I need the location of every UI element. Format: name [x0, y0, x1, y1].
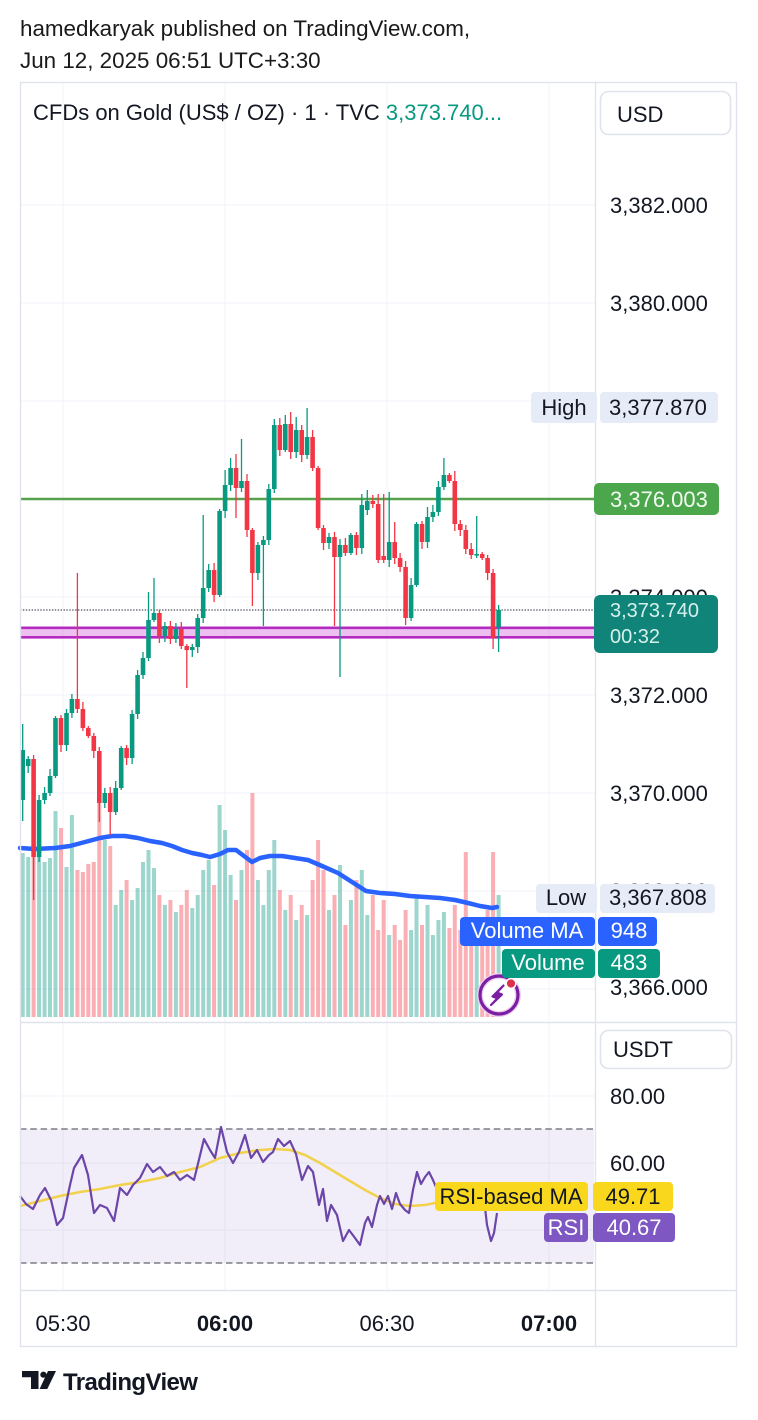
svg-text:TradingView: TradingView — [63, 1369, 198, 1396]
svg-text:3,370.000: 3,370.000 — [610, 781, 708, 806]
svg-text:USD: USD — [617, 102, 663, 127]
svg-text:06:30: 06:30 — [359, 1311, 414, 1336]
svg-text:RSI: RSI — [548, 1215, 585, 1240]
svg-text:00:32: 00:32 — [610, 626, 660, 648]
svg-text:hamedkaryak published on Tradi: hamedkaryak published on TradingView.com… — [20, 16, 470, 41]
svg-text:483: 483 — [611, 950, 648, 975]
svg-text:3,367.808: 3,367.808 — [609, 885, 707, 910]
svg-text:80.00: 80.00 — [610, 1084, 665, 1109]
svg-text:3,380.000: 3,380.000 — [610, 291, 708, 316]
svg-text:CFDs on Gold (US$ / OZ) · 1 ·: CFDs on Gold (US$ / OZ) · 1 · TVC 3,373.… — [33, 100, 502, 125]
svg-text:49.71: 49.71 — [605, 1184, 660, 1209]
svg-text:USDT: USDT — [613, 1037, 673, 1062]
svg-text:High: High — [541, 395, 586, 420]
svg-text:RSI-based MA: RSI-based MA — [439, 1184, 582, 1209]
svg-text:06:00: 06:00 — [197, 1311, 253, 1336]
svg-text:05:30: 05:30 — [35, 1311, 90, 1336]
svg-text:3,377.870: 3,377.870 — [609, 395, 707, 420]
svg-text:40.67: 40.67 — [606, 1215, 661, 1240]
svg-text:Jun 12, 2025 06:51 UTC+3:30: Jun 12, 2025 06:51 UTC+3:30 — [20, 48, 321, 73]
svg-text:3,376.003: 3,376.003 — [610, 487, 708, 512]
svg-text:07:00: 07:00 — [521, 1311, 577, 1336]
svg-text:60.00: 60.00 — [610, 1151, 665, 1176]
svg-text:3,372.000: 3,372.000 — [610, 683, 708, 708]
svg-text:948: 948 — [611, 918, 648, 943]
svg-text:3,373.740: 3,373.740 — [610, 600, 699, 622]
svg-text:3,382.000: 3,382.000 — [610, 193, 708, 218]
svg-text:Volume: Volume — [511, 950, 584, 975]
svg-text:Low: Low — [546, 885, 586, 910]
svg-text:3,366.000: 3,366.000 — [610, 975, 708, 1000]
svg-text:Volume MA: Volume MA — [471, 918, 584, 943]
